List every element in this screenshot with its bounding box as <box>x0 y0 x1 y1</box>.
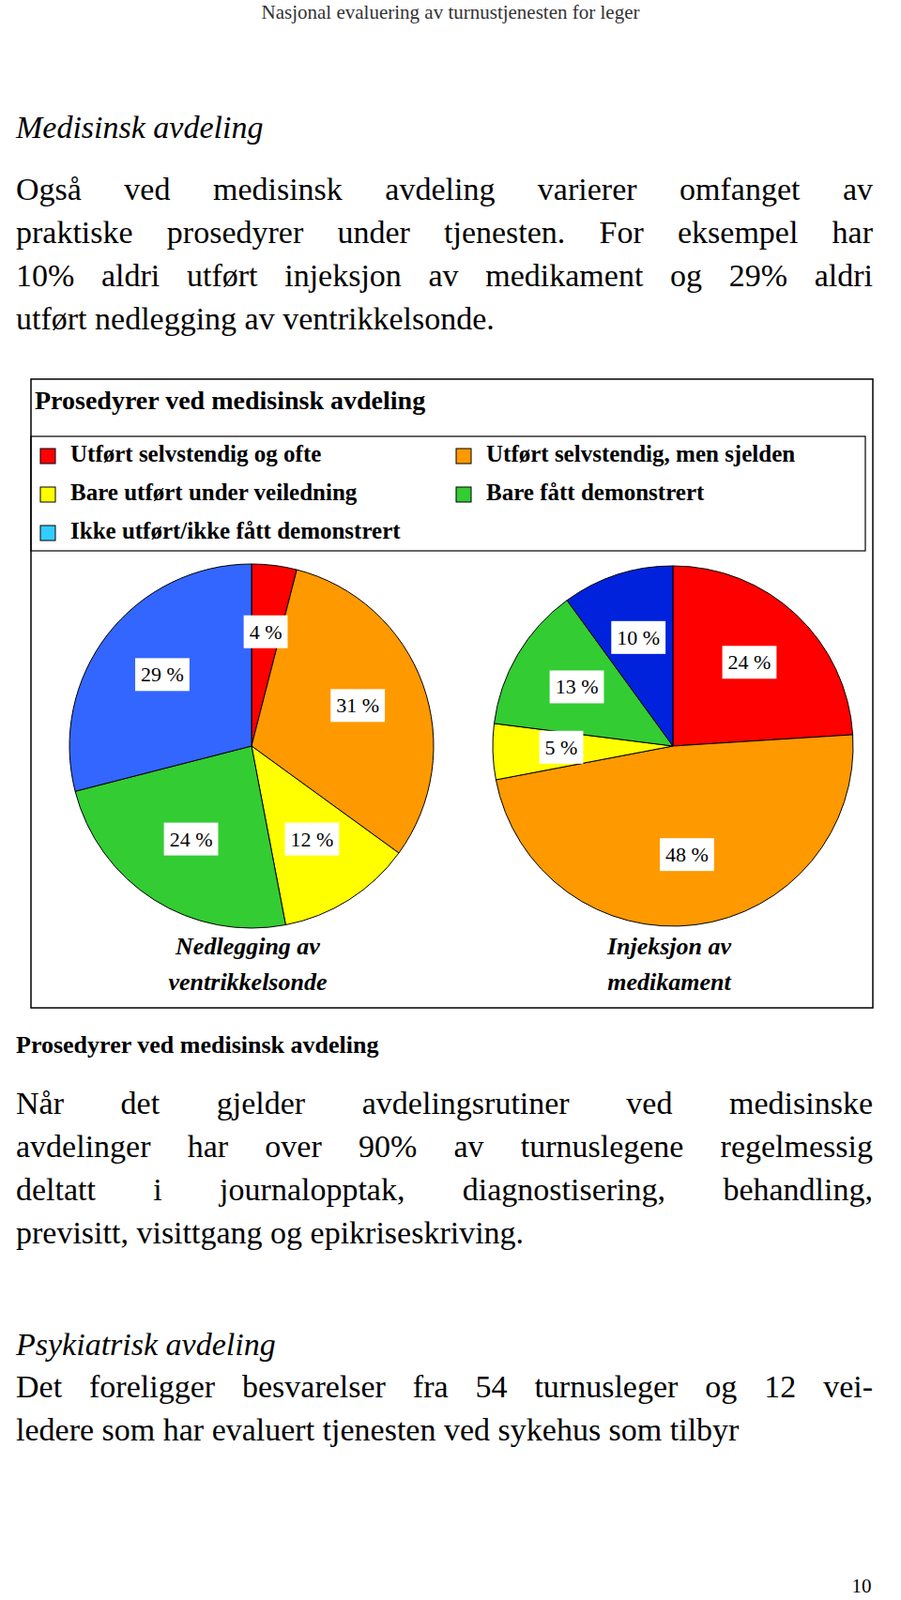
legend-label: Bare utført under veiledning <box>70 479 358 505</box>
data-label: 24 % <box>169 827 214 852</box>
legend-label: Utført selvstendig og ofte <box>70 441 321 467</box>
figure-caption: Prosedyrer ved medisinsk avdeling <box>15 1030 379 1061</box>
paragraph-line: utført nedlegging av ventrikkelsonde. <box>15 297 873 341</box>
data-label-background <box>330 688 385 722</box>
pie-slice <box>672 565 854 747</box>
data-label-group: 24 % <box>164 823 219 856</box>
data-label-group: 10 % <box>610 621 666 655</box>
section-heading: Medisinsk avdeling <box>15 106 263 150</box>
legend-swatch <box>40 525 56 541</box>
data-label: 4 % <box>249 620 283 644</box>
running-title: Nasjonal evaluering av turnustjenesten f… <box>0 0 901 25</box>
data-label-background <box>539 731 584 764</box>
pie-slice <box>566 565 673 747</box>
figure-title: Prosedyrer ved medisinsk avdeling <box>34 385 426 415</box>
legend-swatch <box>40 487 56 503</box>
paragraph-line: previsitt, visittgang og epikriseskrivin… <box>15 1211 873 1255</box>
data-label-group: 5 % <box>539 731 584 764</box>
figure: Prosedyrer ved medisinsk avdeling Utført … <box>0 0 901 1600</box>
data-label-group: 4 % <box>244 615 289 649</box>
data-label: 10 % <box>616 626 660 650</box>
data-label-background <box>244 615 289 649</box>
data-label-group: 13 % <box>549 670 605 703</box>
data-label-background <box>659 838 715 871</box>
data-label-group: 24 % <box>722 645 778 679</box>
data-label-group: 48 % <box>659 838 715 871</box>
paragraph-line: Det foreligger besvarelser fra 54 turnus… <box>15 1365 873 1409</box>
paragraph-line: 10% aldri utført injeksjon av medikament… <box>15 254 873 298</box>
data-label: 13 % <box>555 674 599 699</box>
data-label-background <box>285 823 340 856</box>
legend-frame <box>30 436 866 551</box>
chart-title: Nedlegging av <box>174 932 321 961</box>
figure-frame <box>30 379 873 1008</box>
legend-label: Utført selvstendig, men sjelden <box>486 441 795 467</box>
legend-label: Bare fått demonstrert <box>486 479 705 505</box>
chart-title: ventrikkelsonde <box>168 968 328 996</box>
legend-swatch <box>456 487 472 503</box>
chart-title: medikament <box>607 968 732 996</box>
section-heading: Psykiatrisk avdeling <box>15 1323 276 1367</box>
data-label: 5 % <box>545 735 579 760</box>
data-label: 31 % <box>335 693 380 718</box>
data-label: 24 % <box>728 650 772 674</box>
data-label-background <box>722 645 778 679</box>
legend-swatch <box>40 448 56 464</box>
page-number: 10 <box>840 1572 883 1600</box>
paragraph-line: praktiske prosedyrer under tjenesten. Fo… <box>15 211 873 255</box>
data-label-group: 31 % <box>330 688 385 722</box>
paragraph-line: avdelinger har over 90% av turnuslegene … <box>15 1125 873 1169</box>
data-label-background <box>164 823 219 856</box>
pie-slice <box>69 564 252 792</box>
data-label-background <box>135 657 190 691</box>
legend-swatch <box>456 448 472 464</box>
data-label-background <box>549 670 605 703</box>
data-label-group: 29 % <box>135 657 190 691</box>
data-label-group: 12 % <box>285 823 340 856</box>
data-label: 48 % <box>665 842 709 867</box>
paragraph-line: ledere som har evaluert tjenesten ved sy… <box>15 1408 873 1452</box>
legend-label: Ikke utført/ikke fått demonstrert <box>70 518 401 544</box>
paragraph-line: Når det gjelder avdelingsrutiner ved med… <box>15 1082 873 1126</box>
paragraph-line: deltatt i journalopptak, diagnostisering… <box>15 1168 873 1212</box>
data-label: 12 % <box>290 827 335 852</box>
data-label-background <box>610 621 666 655</box>
pie-chart: 4 % 31 % 12 % 24 % 29 % <box>69 564 434 929</box>
pie-chart: 24 % 48 % 5 % 13 % 10 % <box>492 565 854 927</box>
paragraph-line: Også ved medisinsk avdeling varierer omf… <box>15 167 873 212</box>
data-label: 29 % <box>140 662 184 687</box>
chart-title: Injeksjon av <box>606 932 733 961</box>
